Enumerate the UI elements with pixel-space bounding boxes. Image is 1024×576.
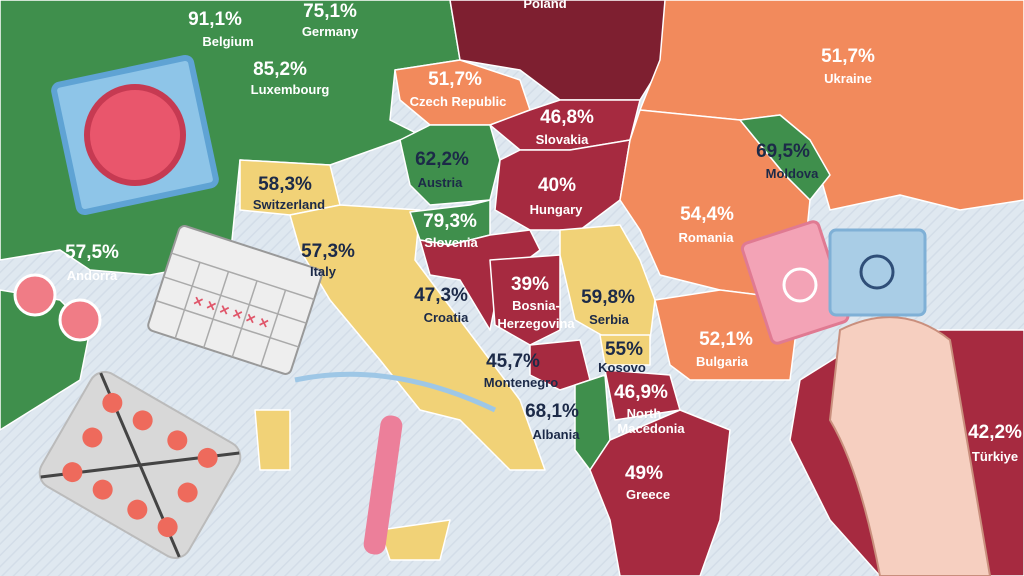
hand-with-packs [740,220,992,576]
calendar: × × × × × × [147,225,323,375]
country-value: 51,7% [821,46,875,67]
country-name: Croatia [424,310,470,325]
country-value: 40% [538,175,576,196]
labels: Poland 91,1% Belgium 75,1% Germany 85,2%… [65,0,1022,502]
country-name: Kosovo [598,360,646,375]
country-name: Austria [418,175,464,190]
country-value: 45,7% [486,351,540,372]
country-value: 39% [511,274,549,295]
country-name: Luxembourg [251,82,330,97]
country-value: 47,3% [414,285,468,306]
country-name: Poland [523,0,566,11]
country-value: 52,1% [699,329,753,350]
country-name: Macedonia [617,421,685,436]
iud [294,371,497,555]
country-name: Serbia [589,312,630,327]
country-value: 54,4% [680,204,734,225]
country-name: Montenegro [484,375,558,390]
country-name: Czech Republic [410,94,507,109]
country-value: 85,2% [253,59,307,80]
country-value: 42,2% [968,422,1022,443]
country-value: 68,1% [525,401,579,422]
country-name: Greece [626,487,670,502]
country-value: 49% [625,463,663,484]
country-name: Herzegovina [497,316,575,331]
country-name: North [627,406,662,421]
country-name: Bulgaria [696,354,749,369]
country-name: Albania [533,427,581,442]
country-value: 79,3% [423,211,477,232]
country-name: Hungary [530,202,584,217]
country-value: 55% [605,339,643,360]
country-value: 57,5% [65,242,119,263]
country-value: 51,7% [428,69,482,90]
kosovo [599,334,651,366]
country-name: Türkiye [972,449,1018,464]
country-name: Ukraine [824,71,872,86]
pill [58,298,102,342]
country-value: 75,1% [303,1,357,22]
country-name: Slovakia [536,132,590,147]
greece [589,409,731,576]
country-name: Moldova [766,166,819,181]
country-name: Slovenia [424,235,478,250]
country-value: 69,5% [756,141,810,162]
country-name: Bosnia- [512,298,560,313]
country-value: 59,8% [581,287,635,308]
country-value: 62,2% [415,149,469,170]
condom-pack [51,54,219,216]
country-value: 46,9% [614,382,668,403]
blister [38,371,242,559]
country-value: 46,8% [540,107,594,128]
country-name: Italy [310,264,337,279]
bosnia [489,254,561,346]
country-value: 58,3% [258,174,312,195]
sardinia [254,409,291,471]
country-name: Romania [679,230,735,245]
country-value: 57,3% [301,241,355,262]
country-name: Switzerland [253,197,325,212]
pill [13,273,57,317]
country-name: Belgium [202,34,253,49]
sicily [379,519,451,561]
austria [399,124,501,206]
country-name: Germany [302,24,359,39]
moldova [739,114,831,201]
decorations: × × × × × × [13,54,992,576]
country-value: 91,1% [188,9,242,30]
country-name: Andorra [67,268,118,283]
